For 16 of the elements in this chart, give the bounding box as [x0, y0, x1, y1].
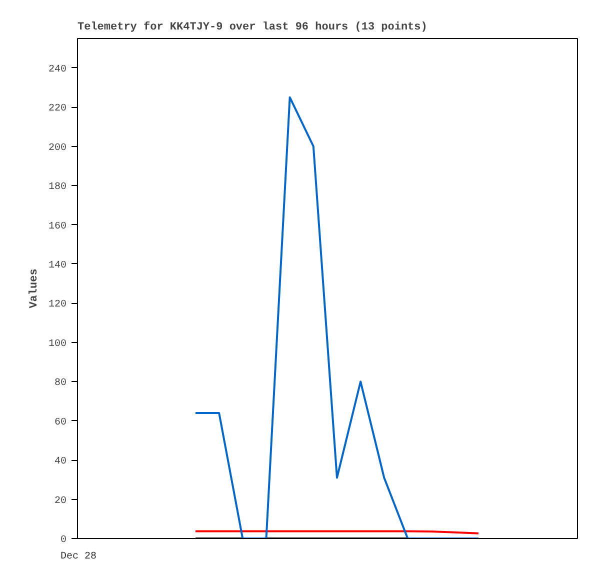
y-tick-label: 160 [48, 221, 67, 232]
y-axis-title: Values [28, 268, 40, 308]
y-tick-label: 100 [48, 338, 67, 350]
y-tick-label: 60 [54, 417, 67, 428]
y-tick-label: 200 [48, 142, 67, 154]
y-tick-label: 180 [48, 182, 67, 194]
y-tick-label: 40 [54, 456, 67, 468]
y-tick-label: 140 [48, 260, 67, 272]
chart-title: Telemetry for KK4TJY-9 over last 96 hours (13 points) [78, 20, 428, 34]
y-tick-label: 240 [48, 64, 67, 76]
y-tick-label: 220 [48, 104, 67, 115]
y-tick-label: 80 [54, 378, 67, 390]
y-tick-label: 120 [48, 300, 67, 311]
y-tick-label: 20 [54, 496, 67, 507]
text: Dec 28 [60, 552, 97, 562]
y-tick-label: 0 [60, 535, 67, 546]
